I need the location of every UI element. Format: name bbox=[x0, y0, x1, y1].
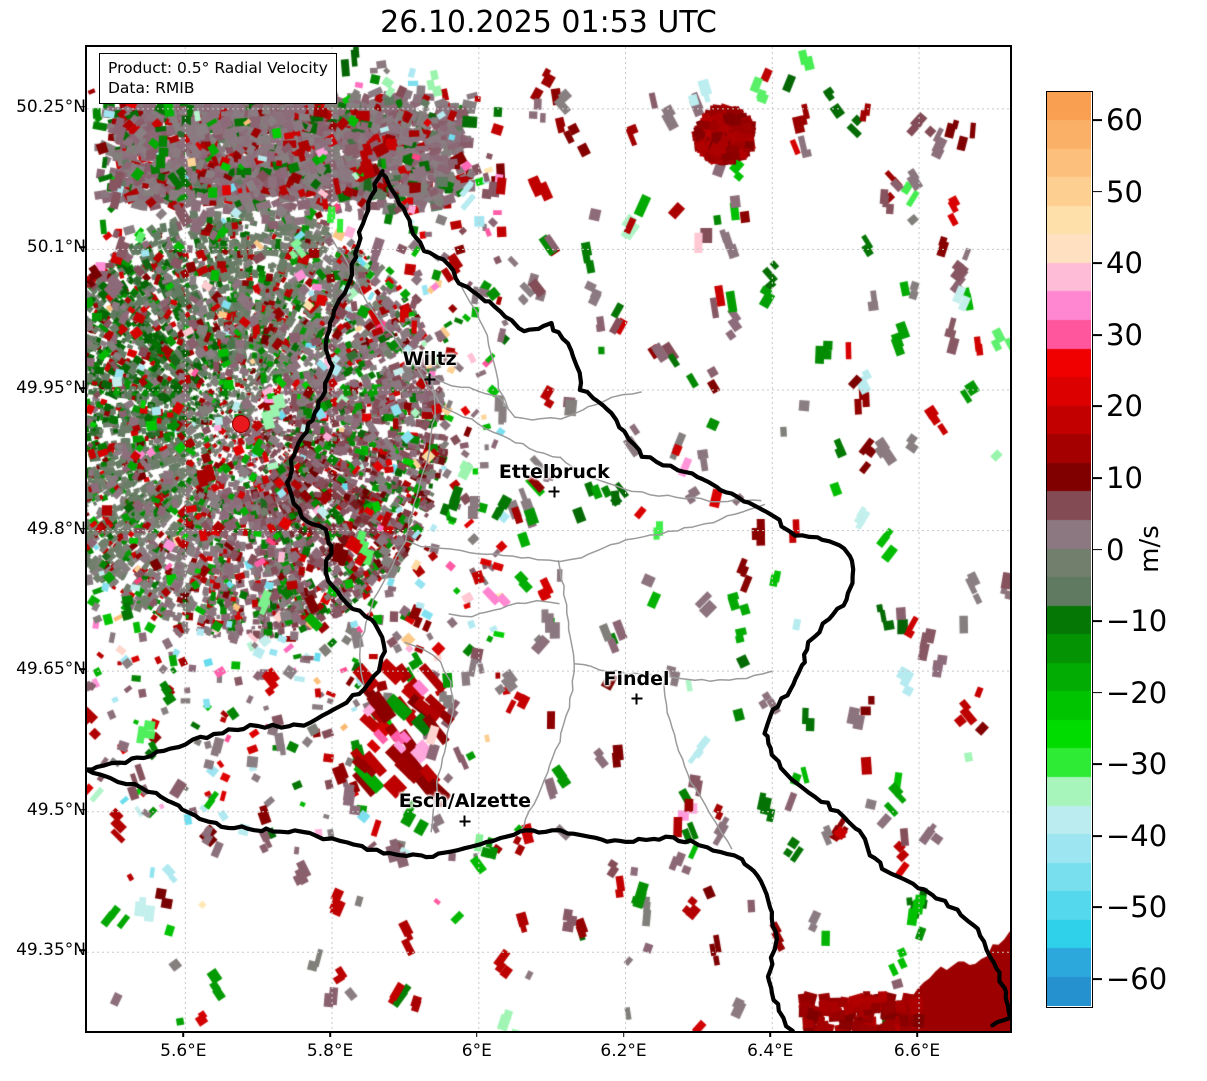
lat-tick-mark bbox=[79, 527, 85, 530]
colorbar-tick-label-7: −10 bbox=[1106, 604, 1168, 639]
product-line: Product: 0.5° Radial Velocity bbox=[108, 59, 328, 77]
lon-tick-label-2: 6°E bbox=[461, 1041, 492, 1061]
colorbar-tick-label-9: −30 bbox=[1106, 747, 1168, 782]
lon-tick-mark bbox=[476, 1031, 478, 1037]
colorbar-tick-mark bbox=[1093, 906, 1102, 909]
lat-tick-label-4: 49.65°N bbox=[16, 659, 86, 680]
admin-boundary-9 bbox=[574, 663, 773, 682]
national-borders bbox=[87, 169, 1010, 1031]
lat-tick-mark bbox=[79, 949, 85, 952]
map-gridlines bbox=[87, 47, 1010, 1031]
colorbar-tick-mark bbox=[1093, 262, 1102, 265]
lat-tick-label-3: 49.8°N bbox=[26, 518, 86, 539]
colorbar-tick-mark bbox=[1093, 691, 1102, 694]
colorbar-tick-label-1: 50 bbox=[1106, 174, 1143, 209]
lat-tick-label-6: 49.35°N bbox=[16, 940, 86, 961]
city-label-findel: Findel bbox=[603, 667, 670, 690]
city-label-esch-alzette: Esch/Alzette bbox=[398, 790, 531, 813]
map-overlay-layer bbox=[87, 47, 1010, 1031]
lon-tick-label-5: 6.6°E bbox=[893, 1041, 941, 1061]
lon-tick-label-3: 6.2°E bbox=[600, 1041, 647, 1061]
lon-tick-mark bbox=[769, 1031, 772, 1037]
admin-boundary-3 bbox=[405, 503, 766, 563]
admin-boundary-2 bbox=[404, 375, 436, 542]
colorbar-tick-mark bbox=[1093, 548, 1102, 551]
colorbar-tick-label-11: −50 bbox=[1106, 890, 1168, 925]
admin-boundary-6 bbox=[518, 559, 575, 833]
colorbar-tick-label-2: 40 bbox=[1106, 246, 1143, 281]
lon-tick-mark bbox=[329, 1031, 331, 1037]
colorbar-tick-mark bbox=[1093, 763, 1102, 766]
lon-tick-mark bbox=[622, 1031, 625, 1037]
lat-tick-mark bbox=[79, 668, 85, 670]
lon-tick-mark bbox=[916, 1031, 918, 1037]
lat-tick-label-5: 49.5°N bbox=[26, 799, 86, 820]
lat-tick-label-0: 50.25°N bbox=[16, 96, 86, 117]
national-border-west bbox=[87, 169, 387, 772]
colorbar-gradient bbox=[1047, 92, 1091, 1006]
admin-boundary-4 bbox=[558, 456, 762, 503]
colorbar-tick-mark bbox=[1093, 405, 1102, 408]
admin-boundary-1 bbox=[408, 357, 560, 459]
lat-tick-mark bbox=[79, 387, 85, 389]
colorbar-tick-mark bbox=[1093, 477, 1102, 479]
lon-tick-label-4: 6.4°E bbox=[747, 1041, 794, 1061]
lon-tick-label-1: 5.8°E bbox=[306, 1041, 354, 1061]
national-border-east bbox=[379, 170, 1010, 1028]
radar-reflectivity-field bbox=[87, 47, 1010, 1031]
colorbar-tick-mark bbox=[1093, 333, 1102, 336]
city-label-ettelbruck: Ettelbruck bbox=[498, 460, 610, 483]
colorbar bbox=[1046, 91, 1093, 1008]
lon-tick-mark bbox=[182, 1031, 185, 1037]
colorbar-tick-label-3: 30 bbox=[1106, 317, 1143, 352]
admin-boundary-12 bbox=[515, 391, 642, 421]
data-source-line: Data: RMIB bbox=[108, 79, 195, 97]
admin-boundary-8 bbox=[404, 641, 455, 833]
city-marker-findel bbox=[631, 693, 643, 705]
colorbar-tick-label-6: 0 bbox=[1106, 532, 1125, 567]
product-info-box: Product: 0.5° Radial Velocity Data: RMIB bbox=[99, 53, 337, 104]
colorbar-tick-mark bbox=[1093, 190, 1102, 193]
colorbar-tick-label-5: 10 bbox=[1106, 460, 1143, 495]
lat-tick-mark bbox=[79, 246, 85, 249]
city-label-wiltz: Wiltz bbox=[402, 348, 457, 371]
admin-boundary-7 bbox=[448, 599, 560, 618]
admin-boundary-5 bbox=[358, 541, 407, 689]
administrative-borders bbox=[332, 240, 773, 850]
colorbar-tick-label-12: −60 bbox=[1106, 961, 1168, 996]
lon-tick-label-0: 5.6°E bbox=[160, 1041, 207, 1061]
lat-tick-mark bbox=[79, 808, 85, 811]
colorbar-tick-mark bbox=[1093, 119, 1102, 122]
lat-tick-mark bbox=[79, 106, 85, 108]
lat-tick-label-2: 49.95°N bbox=[16, 377, 86, 398]
colorbar-tick-mark bbox=[1093, 977, 1102, 980]
lat-tick-label-1: 50.1°N bbox=[26, 237, 86, 258]
page-title: 26.10.2025 01:53 UTC bbox=[380, 5, 717, 40]
city-marker-esch-alzette bbox=[459, 815, 471, 827]
colorbar-tick-label-8: −20 bbox=[1106, 675, 1168, 710]
city-marker-ettelbruck bbox=[548, 486, 560, 498]
radar-site-marker bbox=[232, 414, 251, 433]
colorbar-tick-label-4: 20 bbox=[1106, 389, 1143, 424]
colorbar-tick-mark bbox=[1093, 620, 1102, 622]
city-marker-wiltz bbox=[424, 373, 436, 385]
admin-boundary-10 bbox=[662, 681, 733, 850]
admin-boundary-0 bbox=[332, 240, 517, 419]
admin-boundary-11 bbox=[460, 285, 509, 409]
radar-map-plot[interactable]: Product: 0.5° Radial Velocity Data: RMIB… bbox=[85, 45, 1012, 1033]
colorbar-tick-label-10: −40 bbox=[1106, 818, 1168, 853]
colorbar-tick-mark bbox=[1093, 834, 1102, 837]
colorbar-unit-label: m/s bbox=[1135, 525, 1165, 573]
national-border-south bbox=[87, 767, 795, 1031]
colorbar-tick-label-0: 60 bbox=[1106, 103, 1143, 138]
